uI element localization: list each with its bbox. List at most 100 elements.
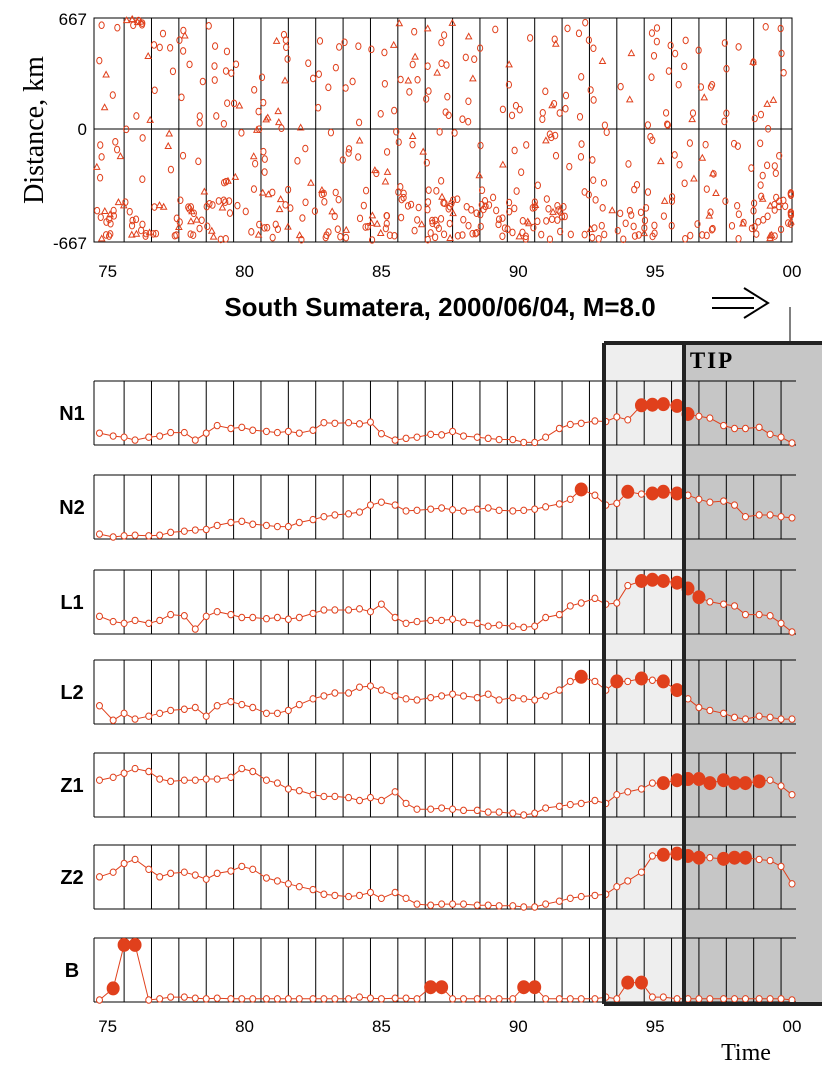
epicenter-point [383, 211, 390, 220]
data-point [284, 785, 292, 793]
data-point [391, 994, 399, 1002]
data-point [624, 677, 632, 686]
data-point [273, 613, 281, 622]
epicenter-point [254, 230, 263, 238]
epicenter-point [275, 205, 284, 213]
epicenter-point [617, 209, 624, 218]
data-point [167, 706, 175, 715]
epicenter-point [653, 24, 661, 32]
epicenter-point [480, 205, 487, 214]
data-point [309, 609, 317, 618]
epicenter-point [552, 151, 560, 160]
data-point [180, 705, 188, 713]
data-point [213, 521, 221, 530]
data-point [377, 894, 385, 902]
data-point [273, 428, 281, 437]
epicenter-point [342, 233, 350, 242]
epicenter-point [557, 227, 564, 236]
epicenter-point [648, 73, 655, 82]
data-point [427, 805, 435, 813]
data-point [566, 495, 574, 503]
data-point [320, 419, 328, 427]
epicenter-point [476, 44, 484, 52]
epicenter-point [252, 159, 259, 168]
epicenter-point [751, 114, 758, 123]
data-point [131, 715, 139, 723]
epicenter-point [377, 110, 384, 118]
epicenter-point [133, 112, 140, 120]
epicenter-point [376, 228, 385, 236]
data-point [473, 693, 481, 702]
data-point [495, 506, 503, 515]
epicenter-point [196, 119, 203, 127]
epicenter-point [592, 196, 599, 204]
data-point [613, 791, 621, 799]
data-point [156, 531, 164, 539]
epicenter-point [698, 153, 707, 161]
data-point [695, 495, 703, 503]
data-point [391, 436, 399, 444]
data-point [95, 530, 103, 538]
epicenter-point [355, 118, 363, 127]
panel-l1: L1 [60, 569, 796, 636]
epicenter-point [664, 121, 671, 129]
data-point [695, 995, 703, 1003]
epicenter-point [276, 195, 285, 203]
epicenter-point [780, 68, 787, 77]
data-point [366, 501, 374, 509]
epicenter-point [595, 234, 602, 243]
epicenter-point [723, 64, 730, 73]
epicenter-point [419, 147, 428, 155]
epicenter-point [776, 151, 783, 160]
epicenter-point [228, 69, 235, 77]
epicenter-point [477, 210, 484, 219]
epicenter-point [438, 59, 445, 68]
epicenter-point [383, 167, 392, 175]
y-tick-0: 0 [78, 120, 87, 139]
data-point [706, 598, 714, 606]
data-point [95, 776, 103, 784]
epicenter-point [397, 75, 404, 84]
epicenter-point [198, 216, 205, 225]
data-point [591, 891, 599, 900]
data-point [227, 518, 235, 527]
series-label-z1: Z1 [60, 775, 83, 797]
epicenter-point [499, 214, 506, 222]
data-point [202, 995, 210, 1003]
epicenter-point [608, 206, 617, 214]
epicenter-point [506, 207, 513, 216]
data-point [249, 426, 257, 434]
data-point [180, 868, 188, 876]
series-label-n2: N2 [59, 497, 85, 519]
panel-b: B [65, 937, 796, 1004]
data-point [191, 625, 199, 633]
epicenter-point [332, 63, 339, 72]
alarm-point [634, 573, 648, 588]
epicenter-point [522, 235, 529, 243]
data-point [509, 622, 517, 630]
epicenter-point [660, 212, 667, 220]
data-point [227, 773, 235, 781]
data-point [777, 715, 785, 723]
epicenter-point [656, 157, 665, 165]
epicenter-point [505, 80, 513, 89]
epicenter-point [180, 47, 187, 55]
scatter-x-tick-label: 75 [98, 262, 117, 281]
epicenter-point [106, 215, 113, 224]
alarm-point [670, 846, 684, 861]
epicenter-point [424, 198, 432, 206]
epicenter-point [564, 24, 571, 33]
epicenter-point [668, 193, 676, 201]
epicenter-point [345, 149, 352, 157]
data-point [227, 867, 235, 875]
data-point [531, 696, 539, 704]
data-point [755, 610, 763, 619]
epicenter-point [305, 59, 312, 67]
data-point [402, 799, 410, 808]
epicenter-point [262, 115, 271, 123]
data-point [542, 900, 550, 908]
epicenter-point [335, 195, 342, 204]
alarm-point [703, 776, 717, 791]
data-point [284, 880, 292, 888]
epicenter-point [381, 48, 388, 57]
